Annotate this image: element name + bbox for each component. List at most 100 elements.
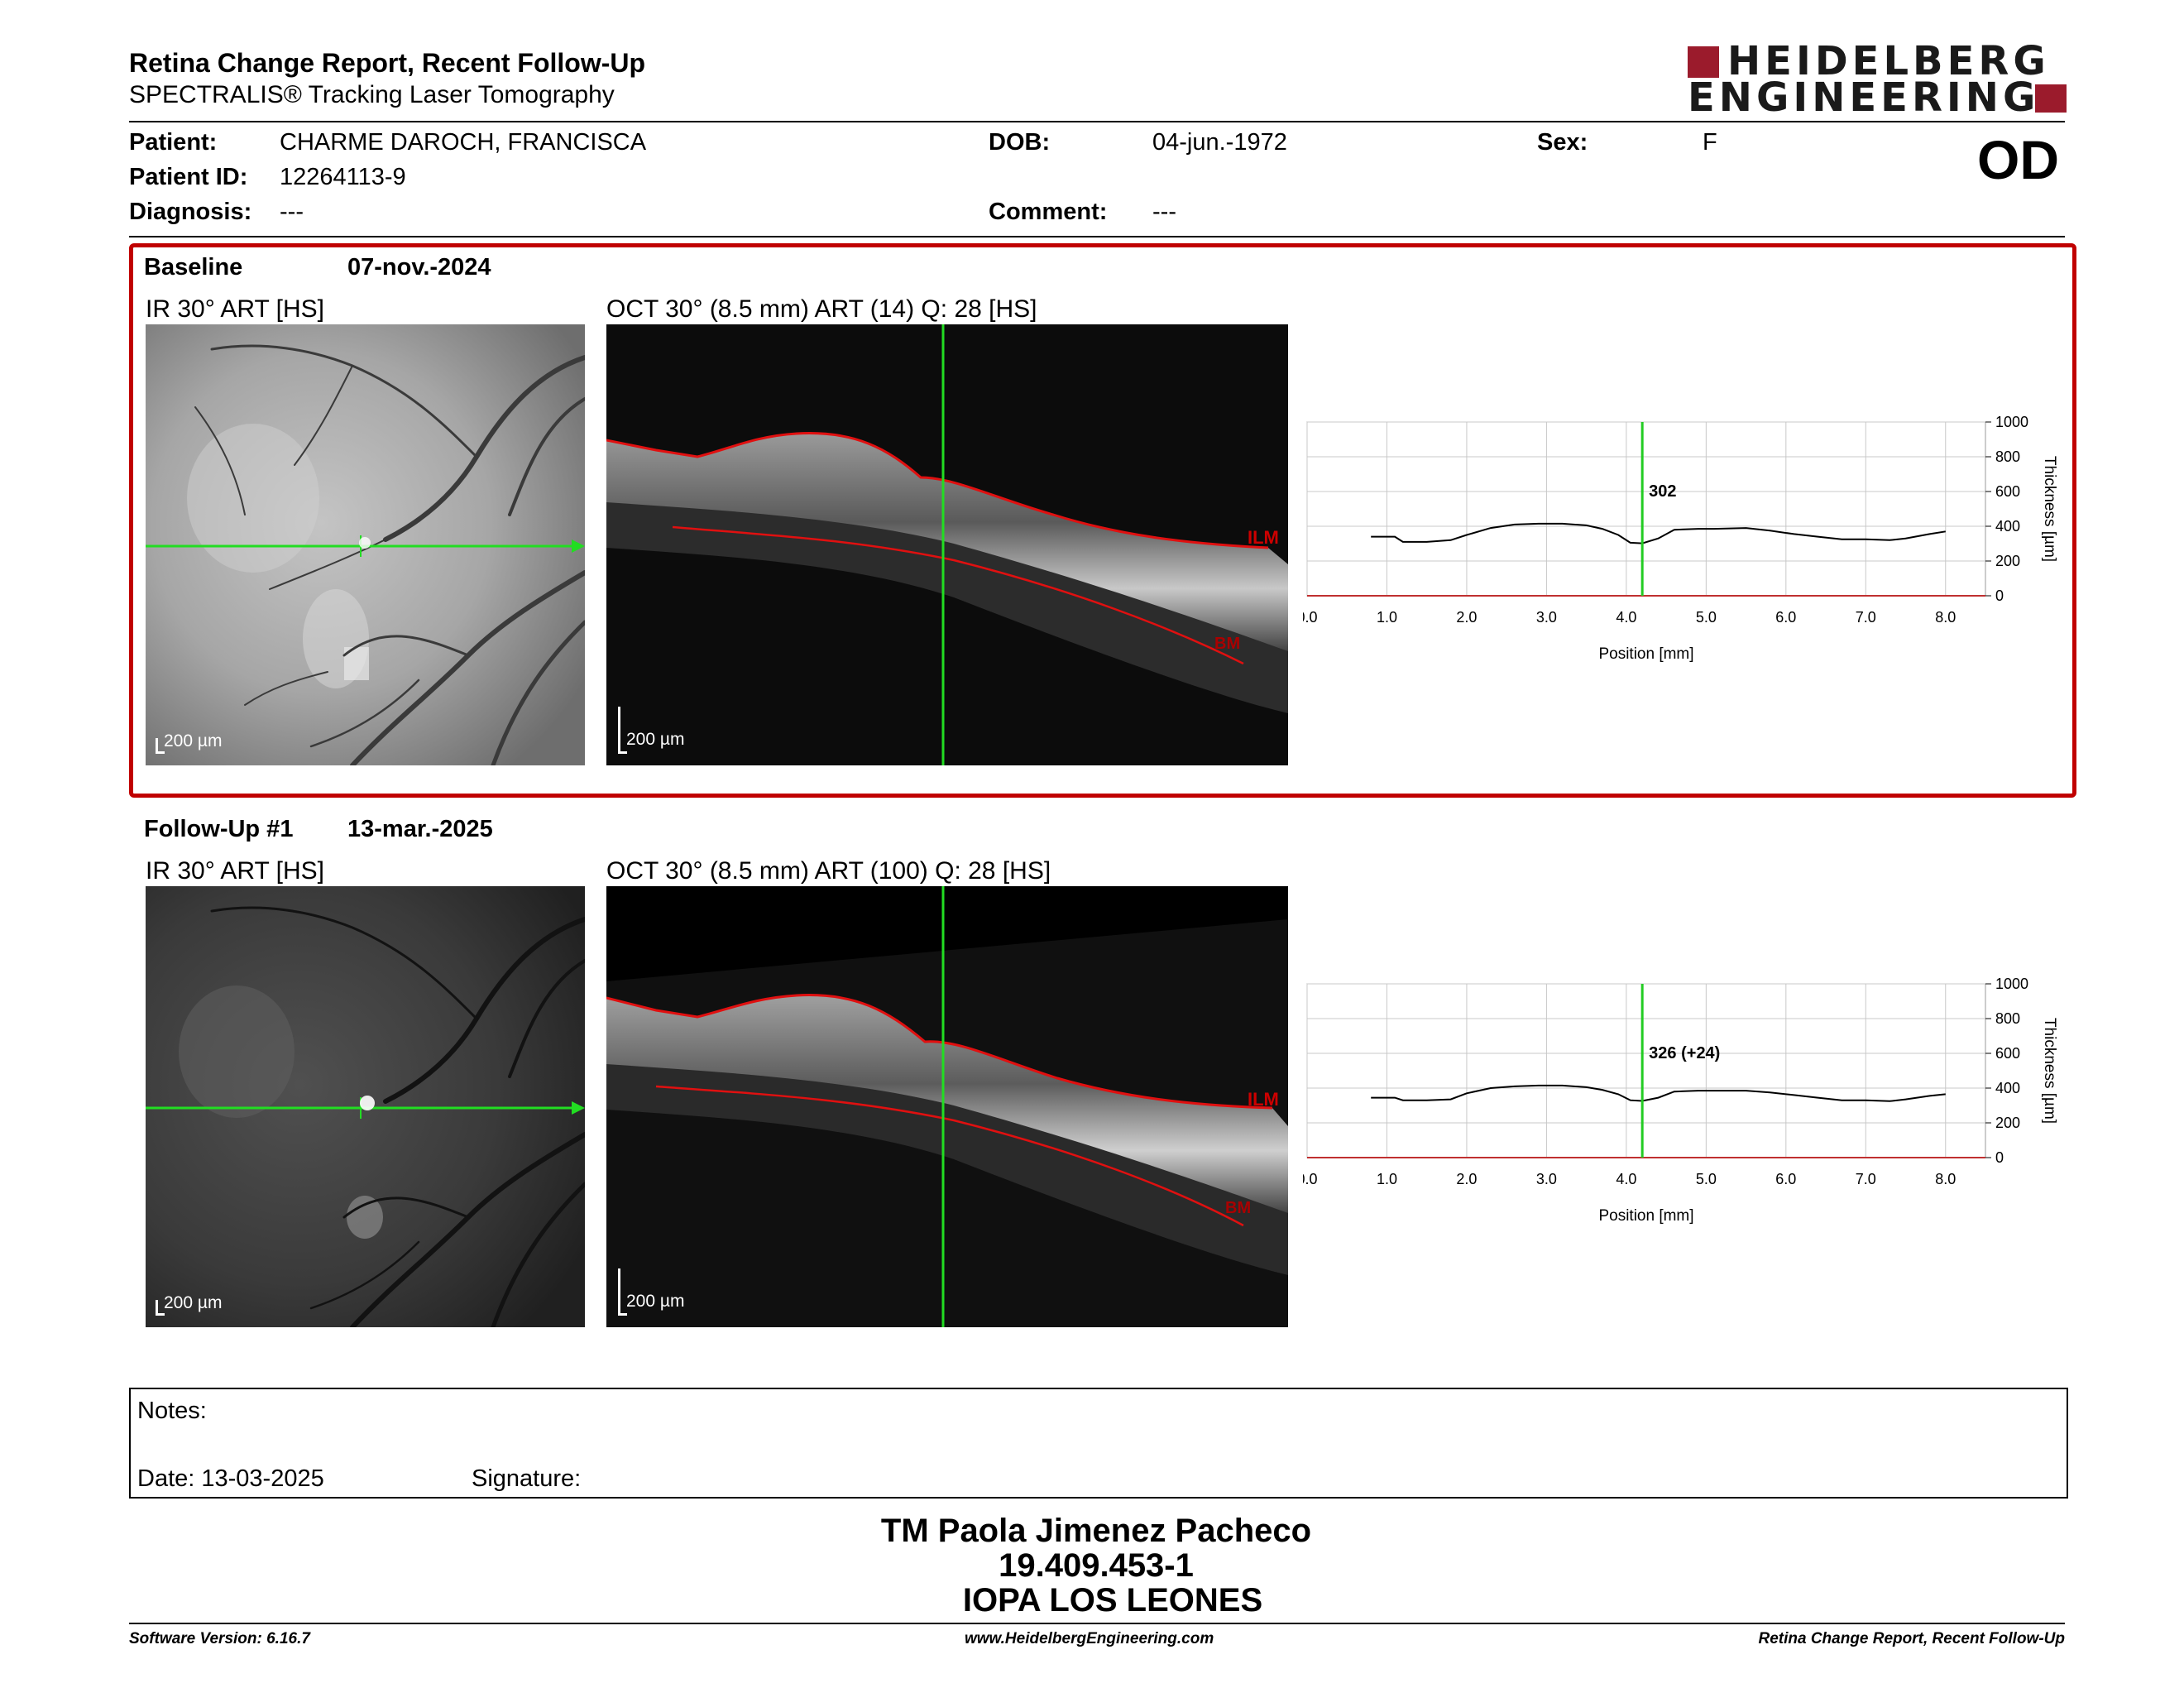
heidelberg-logo: HEIDELBERG ENGINEERING bbox=[1688, 38, 2068, 121]
followup-ir-scale: 200 µm bbox=[164, 1293, 223, 1312]
logo-line2: ENGINEERING bbox=[1688, 74, 2040, 121]
baseline-ir-svg bbox=[146, 324, 585, 765]
baseline-ir-scale: 200 µm bbox=[164, 731, 223, 750]
chart1-y-axis-label: Thickness [µm] bbox=[2041, 1018, 2058, 1124]
followup-oct-svg: ILM BM bbox=[606, 886, 1288, 1327]
followup-oct-image[interactable]: ILM BM 200 µm bbox=[606, 886, 1288, 1327]
signer-name: TM Paola Jimenez Pacheco bbox=[880, 1513, 1312, 1549]
patient-id-value: 12264113-9 bbox=[280, 164, 406, 190]
chart0-xtick-label-1.0: 1.0 bbox=[1377, 609, 1397, 626]
chart0-plot-frame bbox=[1306, 421, 1986, 597]
chart0-ytick-label-800: 800 bbox=[1995, 448, 2020, 465]
report-title: Retina Change Report, Recent Follow-Up bbox=[129, 48, 646, 78]
baseline-oct-svg: ILM BM bbox=[606, 324, 1288, 765]
followup-ir-image[interactable]: 200 µm bbox=[146, 886, 585, 1327]
chart0-xtick-label-6.0: 6.0 bbox=[1775, 609, 1796, 626]
footer-website: www.HeidelbergEngineering.com bbox=[965, 1630, 1214, 1647]
chart0-xtick-label-2.0: 2.0 bbox=[1456, 609, 1477, 626]
footer-divider bbox=[129, 1623, 2065, 1624]
chart1-xtick-label-6.0: 6.0 bbox=[1775, 1171, 1796, 1187]
baseline-date: 07-nov.-2024 bbox=[347, 254, 491, 281]
chart1-ytick-label-0: 0 bbox=[1995, 1149, 2004, 1166]
chart1-plot-frame bbox=[1306, 983, 1986, 1158]
sex-label: Sex: bbox=[1537, 129, 1588, 156]
dob-label: DOB: bbox=[989, 129, 1051, 156]
followup-ilm-label: ILM bbox=[1248, 1089, 1279, 1110]
followup-date: 13-mar.-2025 bbox=[347, 816, 493, 842]
followup-label: Follow-Up #1 bbox=[144, 816, 294, 842]
followup-ir-title: IR 30° ART [HS] bbox=[146, 857, 324, 885]
chart1-xtick-label-0.0: 0.0 bbox=[1303, 1171, 1318, 1187]
baseline-label: Baseline bbox=[144, 254, 243, 281]
followup-bm-label: BM bbox=[1225, 1199, 1251, 1217]
chart0-ytick-label-400: 400 bbox=[1995, 518, 2020, 535]
chart0-y-axis-label: Thickness [µm] bbox=[2041, 456, 2058, 562]
followup-oct-scale: 200 µm bbox=[626, 1292, 685, 1311]
chart1-ytick-label-1000: 1000 bbox=[1995, 976, 2028, 992]
comment-value: --- bbox=[1152, 199, 1176, 225]
dob-value: 04-jun.-1972 bbox=[1152, 129, 1287, 156]
chart1-xtick-label-3.0: 3.0 bbox=[1536, 1171, 1557, 1187]
logo-block-bottom bbox=[2035, 84, 2067, 113]
chart1-x-axis-label: Position [mm] bbox=[1598, 1207, 1693, 1225]
chart0-marker-value-label: 302 bbox=[1649, 482, 1676, 501]
chart0-xtick-label-3.0: 3.0 bbox=[1536, 609, 1557, 626]
logo-block-top bbox=[1688, 46, 1719, 78]
diagnosis-value: --- bbox=[280, 199, 304, 225]
footer-software: Software Version: 6.16.7 bbox=[129, 1630, 310, 1647]
baseline-frame bbox=[129, 243, 2076, 798]
diagnosis-label: Diagnosis: bbox=[129, 199, 252, 225]
chart0-xtick-label-4.0: 4.0 bbox=[1616, 609, 1636, 626]
patient-name: CHARME DAROCH, FRANCISCA bbox=[280, 129, 647, 156]
notes-label: Notes: bbox=[137, 1398, 207, 1424]
chart0-xtick-label-0.0: 0.0 bbox=[1303, 609, 1318, 626]
chart1-xtick-label-7.0: 7.0 bbox=[1856, 1171, 1876, 1187]
followup-oct-scale-bar bbox=[618, 1268, 627, 1316]
chart0-ytick-label-600: 600 bbox=[1995, 483, 2020, 500]
baseline-ir-image[interactable]: 200 µm bbox=[146, 324, 585, 765]
footer-report-name: Retina Change Report, Recent Follow-Up bbox=[1758, 1630, 2065, 1647]
baseline-thickness-chart: 0 200 400 600 800 1000 0.0 1.0 2.0 3.0 4.0 5.0 6.0 7.… bbox=[1303, 414, 2058, 663]
chart0-ytick-label-0: 0 bbox=[1995, 587, 2004, 604]
chart1-ytick-label-800: 800 bbox=[1995, 1010, 2020, 1027]
patient-divider bbox=[129, 236, 2065, 237]
header-divider bbox=[129, 121, 2065, 122]
chart1-ytick-label-400: 400 bbox=[1995, 1080, 2020, 1096]
chart1-xtick-label-8.0: 8.0 bbox=[1935, 1171, 1956, 1187]
baseline-ir-title: IR 30° ART [HS] bbox=[146, 295, 324, 323]
baseline-oct-scale: 200 µm bbox=[626, 730, 685, 749]
patient-label: Patient: bbox=[129, 129, 218, 156]
followup-ir-svg bbox=[146, 886, 585, 1327]
patient-id-label: Patient ID: bbox=[129, 164, 248, 190]
chart1-xtick-label-1.0: 1.0 bbox=[1377, 1171, 1397, 1187]
chart0-ytick-label-200: 200 bbox=[1995, 553, 2020, 569]
signer-institution: IOPA LOS LEONES bbox=[962, 1582, 1263, 1618]
baseline-ir-scale-bar bbox=[156, 738, 165, 754]
chart0-xtick-label-5.0: 5.0 bbox=[1696, 609, 1717, 626]
baseline-oct-scale-bar bbox=[618, 707, 627, 754]
followup-ir-scale-bar bbox=[156, 1300, 165, 1316]
baseline-bm-label: BM bbox=[1214, 635, 1240, 653]
report-subtitle: SPECTRALIS® Tracking Laser Tomography bbox=[129, 81, 615, 108]
chart1-ytick-label-200: 200 bbox=[1995, 1115, 2020, 1131]
chart1-xtick-label-2.0: 2.0 bbox=[1456, 1171, 1477, 1187]
chart0-xtick-label-7.0: 7.0 bbox=[1856, 609, 1876, 626]
sex-value: F bbox=[1703, 129, 1717, 156]
logo-line1: HEIDELBERG bbox=[1727, 38, 2050, 84]
signature-label: Signature: bbox=[472, 1465, 582, 1492]
chart0-ytick-label-1000: 1000 bbox=[1995, 414, 2028, 430]
followup-thickness-chart: 0 200 400 600 800 1000 0.0 1.0 2.0 3.0 4.0 5.0 6.0 7.… bbox=[1303, 976, 2058, 1225]
chart0-xtick-label-8.0: 8.0 bbox=[1935, 609, 1956, 626]
chart1-xtick-label-4.0: 4.0 bbox=[1616, 1171, 1636, 1187]
baseline-oct-image[interactable]: ILM BM 200 µm bbox=[606, 324, 1288, 765]
chart1-xtick-label-5.0: 5.0 bbox=[1696, 1171, 1717, 1187]
notes-date: Date: 13-03-2025 bbox=[137, 1465, 324, 1492]
followup-oct-title: OCT 30° (8.5 mm) ART (100) Q: 28 [HS] bbox=[606, 857, 1051, 885]
baseline-oct-title: OCT 30° (8.5 mm) ART (14) Q: 28 [HS] bbox=[606, 295, 1037, 323]
comment-label: Comment: bbox=[989, 199, 1108, 225]
baseline-ilm-label: ILM bbox=[1248, 527, 1279, 548]
eye-label: OD bbox=[1977, 129, 2059, 190]
notes-box[interactable]: Notes: Date: 13-03-2025 Signature: bbox=[129, 1388, 2068, 1499]
signer-rut: 19.409.453-1 bbox=[999, 1547, 1194, 1584]
chart0-x-axis-label: Position [mm] bbox=[1598, 645, 1693, 663]
